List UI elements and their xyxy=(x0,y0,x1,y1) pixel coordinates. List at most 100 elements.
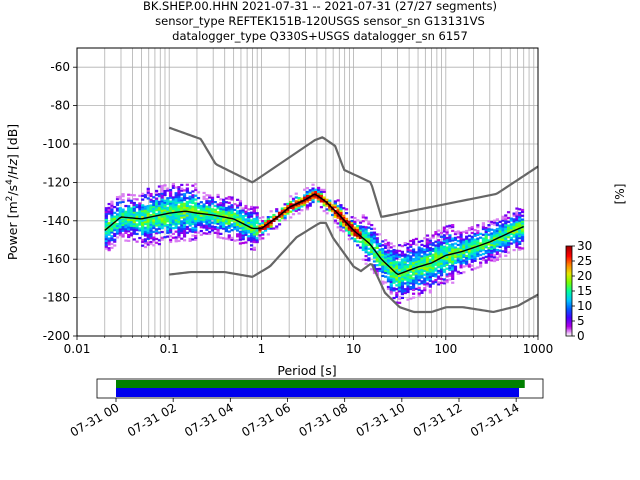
heat-cell xyxy=(141,213,145,217)
heat-cell xyxy=(518,208,522,211)
heat-cell xyxy=(171,182,175,186)
heat-cell xyxy=(182,235,187,238)
heat-cell xyxy=(177,197,181,200)
heat-cell xyxy=(470,226,474,229)
heat-cell xyxy=(364,237,368,240)
heat-cell xyxy=(448,259,452,262)
heat-cell xyxy=(216,211,220,214)
heat-cell xyxy=(155,241,159,244)
heat-cell xyxy=(417,282,421,286)
heat-cell xyxy=(322,202,326,205)
colorbar-swatch xyxy=(566,259,572,262)
heat-cell xyxy=(439,241,444,244)
heat-cell xyxy=(417,292,421,295)
heat-cell xyxy=(428,243,432,246)
heat-cell xyxy=(152,221,156,224)
heat-cell xyxy=(498,240,502,243)
heat-cell xyxy=(439,258,444,261)
heat-cell xyxy=(428,275,432,279)
heat-cell xyxy=(169,192,173,196)
heat-cell xyxy=(339,219,343,222)
heat-cell xyxy=(386,247,391,250)
heat-cell xyxy=(484,259,488,262)
heat-cell xyxy=(428,283,432,286)
heat-cell xyxy=(375,269,379,273)
heat-cell xyxy=(448,255,452,258)
heat-cell xyxy=(520,228,525,231)
data-span-bar xyxy=(116,380,525,388)
heat-cell xyxy=(118,226,122,229)
heat-cell xyxy=(414,258,418,262)
heat-cell xyxy=(425,269,430,272)
heat-cell xyxy=(386,257,391,260)
heat-cell xyxy=(515,224,519,227)
heat-cell xyxy=(406,246,410,249)
heat-cell xyxy=(272,227,276,230)
heat-cell xyxy=(406,267,410,271)
heat-cell xyxy=(244,204,248,208)
heat-cell xyxy=(277,211,282,214)
heat-cell xyxy=(431,244,435,247)
heat-cell xyxy=(490,236,494,239)
heat-cell xyxy=(141,219,145,222)
heat-cell xyxy=(146,235,150,238)
heat-cell xyxy=(118,201,122,204)
heat-cell xyxy=(420,259,424,262)
heat-cell xyxy=(451,268,455,271)
heat-cell xyxy=(501,240,505,243)
heat-cell xyxy=(437,265,441,269)
heat-cell xyxy=(216,203,220,206)
heat-cell xyxy=(481,249,486,252)
heat-cell xyxy=(378,262,382,265)
heat-cell xyxy=(465,239,469,242)
heat-cell xyxy=(146,243,150,246)
heat-cell xyxy=(205,194,209,197)
heat-cell xyxy=(384,264,388,267)
heat-cell xyxy=(121,225,125,228)
heat-cell xyxy=(428,247,432,250)
heat-cell xyxy=(252,246,256,249)
heat-cell xyxy=(481,227,486,231)
heat-cell xyxy=(196,202,201,205)
heat-cell xyxy=(230,238,234,241)
heat-cell xyxy=(406,265,410,269)
heat-cell xyxy=(266,227,270,230)
heat-cell xyxy=(216,216,220,220)
y-axis-label: Power [m2/s4/Hz] [dB] xyxy=(5,124,20,260)
heat-cell xyxy=(121,210,125,213)
heat-cell xyxy=(347,228,351,231)
heat-cell xyxy=(395,274,399,277)
heat-cell xyxy=(331,210,335,213)
heat-cell xyxy=(107,247,111,250)
heat-cell xyxy=(155,191,159,194)
heat-cell xyxy=(213,231,217,234)
heat-cell xyxy=(386,262,391,266)
x-tick-label: 100 xyxy=(434,342,457,356)
heat-cell xyxy=(386,287,391,291)
heat-cell xyxy=(423,254,427,257)
heat-cell xyxy=(342,224,346,227)
heat-cell xyxy=(417,269,421,272)
heat-cell xyxy=(431,272,435,276)
heat-cell xyxy=(470,228,474,231)
heat-cell xyxy=(319,192,324,195)
heat-cell xyxy=(213,208,217,211)
heat-cell xyxy=(364,216,368,219)
heat-cell xyxy=(448,240,452,243)
heat-cell xyxy=(263,225,268,228)
heat-cell xyxy=(303,188,307,191)
heat-cell xyxy=(414,270,418,273)
heat-cell xyxy=(372,246,377,250)
heat-cell xyxy=(182,212,187,215)
heat-cell xyxy=(367,247,371,250)
heat-cell xyxy=(487,256,491,259)
heat-cell xyxy=(509,229,513,232)
heat-cell xyxy=(113,244,117,247)
heat-cell xyxy=(180,220,184,223)
heat-cell xyxy=(428,273,432,277)
heat-cell xyxy=(386,260,391,264)
heat-cell xyxy=(230,198,234,201)
heat-cell xyxy=(520,233,525,237)
heat-cell xyxy=(191,228,195,231)
heat-cell xyxy=(314,188,318,191)
